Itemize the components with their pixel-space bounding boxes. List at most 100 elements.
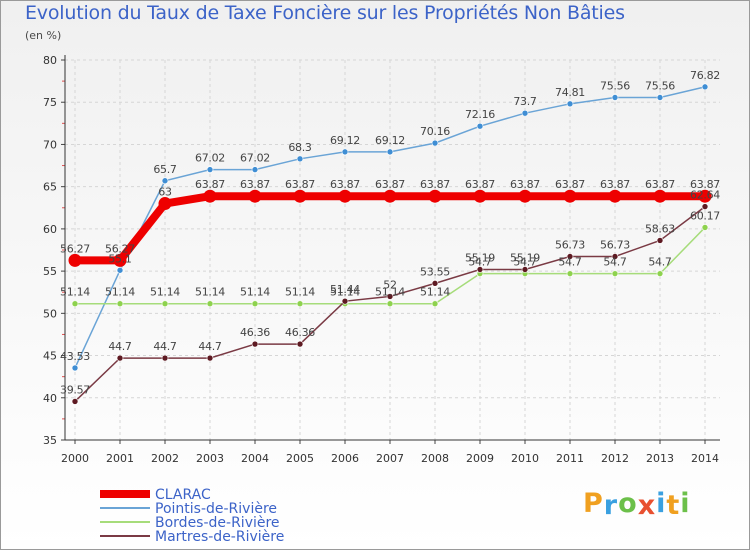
chart-title: Evolution du Taux de Taxe Foncière sur l… [25,2,625,24]
data-label-martres-de-riviere: 51.44 [330,283,360,296]
data-point-bordes-de-riviere [611,270,619,277]
data-point-martres-de-riviere [521,266,529,273]
data-label-pointis-de-riviere: 55.1 [108,252,131,265]
legend-label-clarac: CLARAC [155,487,211,503]
data-point-pointis-de-riviere [431,139,439,147]
data-label-bordes-de-riviere: 60.17 [690,209,720,222]
x-tick-label: 2001 [106,452,134,465]
x-tick-label: 2002 [151,452,179,465]
data-point-clarac [248,189,262,203]
x-tick-label: 2005 [286,452,314,465]
y-tick-label: 35 [43,434,57,447]
x-tick-label: 2012 [601,452,629,465]
data-label-bordes-de-riviere: 54.7 [513,256,537,269]
data-label-martres-de-riviere: 46.36 [240,326,270,339]
data-point-bordes-de-riviere [431,300,439,308]
data-label-martres-de-riviere: 58.63 [645,222,675,235]
data-point-clarac [383,189,397,203]
data-point-pointis-de-riviere [701,83,709,91]
logo-letter: i [680,488,691,519]
data-point-pointis-de-riviere [656,94,664,101]
data-label-martres-de-riviere: 55.19 [465,252,495,265]
data-point-martres-de-riviere [386,293,394,300]
data-label-clarac: 63 [158,186,172,199]
data-label-pointis-de-riviere: 70.16 [420,125,450,138]
data-label-bordes-de-riviere: 51.14 [240,286,270,299]
data-label-martres-de-riviere: 56.73 [555,239,585,252]
logo-letter: o [618,488,638,519]
legend-label-bordes-de-riviere: Bordes-de-Rivière [155,515,280,531]
data-point-martres-de-riviere [701,203,709,210]
data-label-clarac: 63.87 [240,178,270,191]
proxiti-logo: Proxiti [583,488,691,521]
legend-label-pointis-de-riviere: Pointis-de-Rivière [155,501,277,517]
data-point-pointis-de-riviere [116,266,124,274]
x-tick-label: 2003 [196,452,224,465]
data-label-clarac: 63.87 [645,178,675,191]
data-point-pointis-de-riviere [521,109,529,117]
data-point-bordes-de-riviere [296,300,304,308]
y-tick-label: 60 [43,223,57,236]
logo-letter: r [603,490,619,521]
data-point-clarac [473,189,487,203]
data-label-bordes-de-riviere: 51.14 [60,286,90,299]
data-label-clarac: 63.87 [330,178,360,191]
data-label-pointis-de-riviere: 75.56 [600,79,630,92]
data-label-bordes-de-riviere: 51.14 [375,286,405,299]
data-label-pointis-de-riviere: 69.12 [330,134,360,147]
data-label-pointis-de-riviere: 67.02 [195,152,225,165]
y-tick-label: 65 [43,181,57,194]
data-label-martres-de-riviere: 39.57 [60,383,90,396]
data-point-pointis-de-riviere [206,166,214,173]
data-point-bordes-de-riviere [386,300,394,308]
data-label-clarac: 63.87 [420,178,450,191]
data-label-pointis-de-riviere: 67.02 [240,152,270,165]
data-point-pointis-de-riviere [611,94,619,101]
data-point-clarac [203,189,217,203]
data-point-clarac [428,189,442,203]
data-label-bordes-de-riviere: 51.14 [330,286,360,299]
logo-letter: x [637,490,657,521]
x-tick-label: 2000 [61,452,89,465]
data-label-pointis-de-riviere: 43.53 [60,350,90,363]
data-point-pointis-de-riviere [251,166,259,173]
x-tick-label: 2004 [241,452,269,465]
data-label-clarac: 63.87 [195,178,225,191]
data-point-clarac [698,189,712,203]
data-point-martres-de-riviere [296,340,304,348]
y-tick-label: 45 [43,350,57,363]
x-tick-label: 2006 [331,452,359,465]
y-axis-unit-label: (en %) [25,29,62,42]
data-point-clarac [563,189,577,203]
data-point-bordes-de-riviere [71,300,79,308]
data-label-bordes-de-riviere: 51.14 [285,286,315,299]
data-label-clarac: 63.87 [465,178,495,191]
data-point-martres-de-riviere [206,354,214,362]
legend: CLARACPointis-de-RivièreBordes-de-Rivièr… [100,487,284,545]
data-label-martres-de-riviere: 44.7 [108,340,132,353]
data-point-pointis-de-riviere [161,177,169,185]
data-point-martres-de-riviere [116,354,124,362]
logo-letter: i [656,488,667,519]
data-label-pointis-de-riviere: 65.7 [153,163,177,176]
data-label-bordes-de-riviere: 51.14 [195,286,225,299]
data-label-bordes-de-riviere: 51.14 [150,286,180,299]
data-label-clarac: 63.87 [510,178,540,191]
data-label-martres-de-riviere: 62.64 [690,189,720,202]
data-point-bordes-de-riviere [116,300,124,308]
x-tick-label: 2009 [466,452,494,465]
data-label-martres-de-riviere: 46.36 [285,326,315,339]
data-label-martres-de-riviere: 55.19 [510,252,540,265]
data-label-pointis-de-riviere: 73.7 [513,95,537,108]
data-point-martres-de-riviere [476,266,484,273]
y-tick-label: 80 [43,54,57,67]
data-label-clarac: 63.87 [600,178,630,191]
data-label-clarac: 63.87 [555,178,585,191]
data-label-pointis-de-riviere: 69.12 [375,134,405,147]
data-point-martres-de-riviere [431,280,439,287]
data-point-pointis-de-riviere [566,100,574,108]
data-label-martres-de-riviere: 52 [383,278,396,291]
axes: 35 40 45 50 55 60 65 70 75 80 2000 2001 2002 2003 2004… [43,54,720,465]
data-label-pointis-de-riviere: 75.56 [645,79,675,92]
